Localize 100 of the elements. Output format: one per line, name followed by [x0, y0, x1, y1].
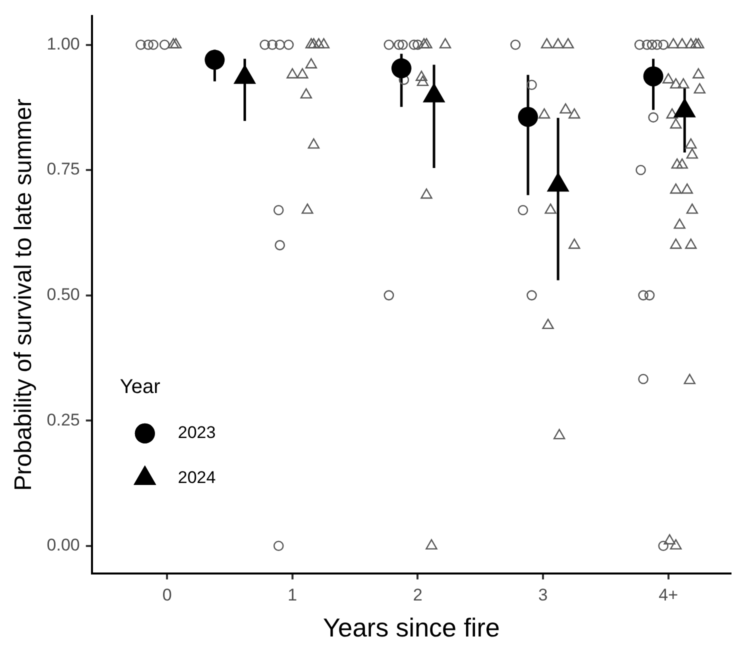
point [652, 40, 662, 50]
point [439, 38, 452, 48]
y-tick-label: 0.50 [46, 284, 80, 304]
point [664, 534, 676, 544]
point [676, 38, 688, 48]
point [670, 78, 682, 88]
point [204, 50, 225, 70]
point [648, 112, 658, 123]
legend-label: 2023 [178, 423, 216, 442]
point [426, 539, 438, 550]
point [312, 38, 325, 48]
point [526, 80, 537, 90]
point [670, 539, 682, 550]
point [518, 204, 528, 216]
point [638, 290, 648, 300]
y-tick-label: 1.00 [46, 34, 80, 54]
point [167, 38, 180, 48]
point [300, 88, 312, 99]
point [408, 40, 420, 50]
x-tick-label: 4+ [658, 585, 678, 604]
point [538, 108, 550, 119]
point [658, 540, 668, 551]
point [318, 38, 330, 48]
point [148, 40, 158, 50]
point [568, 108, 580, 119]
y-tick-label: 0.25 [46, 410, 80, 430]
point [416, 76, 429, 86]
y-axis-title: Probability of survival to late summer [10, 98, 38, 491]
point [681, 183, 693, 194]
point [412, 40, 423, 50]
point [634, 40, 645, 50]
point [544, 203, 556, 214]
point [274, 40, 286, 50]
point [692, 38, 704, 48]
legend-title: Year [120, 376, 161, 398]
point [170, 38, 182, 48]
point [296, 68, 308, 78]
x-axis-title: Years since fire [323, 612, 500, 643]
point [159, 40, 170, 50]
point [542, 318, 554, 330]
point [418, 38, 430, 48]
point [692, 68, 704, 78]
point [644, 290, 655, 300]
point [553, 428, 566, 440]
point [143, 40, 154, 50]
point [420, 38, 432, 48]
point [398, 40, 408, 50]
point [685, 38, 697, 48]
point [694, 83, 706, 94]
point [273, 204, 284, 216]
point [646, 40, 658, 50]
x-tick-label: 2 [412, 585, 422, 604]
point [518, 106, 538, 127]
point [562, 38, 574, 48]
point [668, 38, 680, 48]
point [658, 40, 668, 50]
point [685, 138, 697, 149]
x-tick-label: 3 [538, 585, 548, 604]
point [666, 108, 678, 119]
point [674, 218, 686, 229]
point [676, 158, 688, 169]
point [686, 203, 698, 214]
point [394, 40, 404, 50]
point [526, 290, 537, 300]
point [420, 188, 432, 199]
point [273, 540, 284, 551]
point [685, 238, 697, 249]
point [638, 374, 648, 384]
legend-label: 2024 [178, 468, 216, 488]
point [283, 40, 294, 50]
point [678, 78, 690, 88]
point [416, 70, 428, 81]
point [274, 240, 286, 250]
point [636, 164, 646, 176]
point [308, 138, 320, 149]
point [136, 40, 146, 50]
y-tick-label: 0.75 [46, 160, 80, 179]
point [568, 238, 580, 249]
point [540, 38, 553, 48]
point [286, 68, 298, 78]
point [643, 66, 664, 86]
point [302, 203, 314, 214]
point [391, 58, 412, 78]
point [384, 40, 394, 50]
point [686, 148, 698, 159]
point [260, 40, 270, 50]
point [560, 103, 572, 114]
point [398, 74, 410, 85]
point [662, 73, 674, 84]
point [690, 38, 702, 48]
point [671, 158, 683, 169]
point [684, 374, 696, 384]
point [305, 58, 318, 68]
point [305, 38, 318, 48]
point [267, 40, 278, 50]
point [552, 38, 564, 48]
point [510, 40, 521, 50]
y-tick-label: 0.00 [46, 536, 80, 555]
point [308, 38, 320, 48]
x-tick-label: 0 [162, 585, 172, 604]
